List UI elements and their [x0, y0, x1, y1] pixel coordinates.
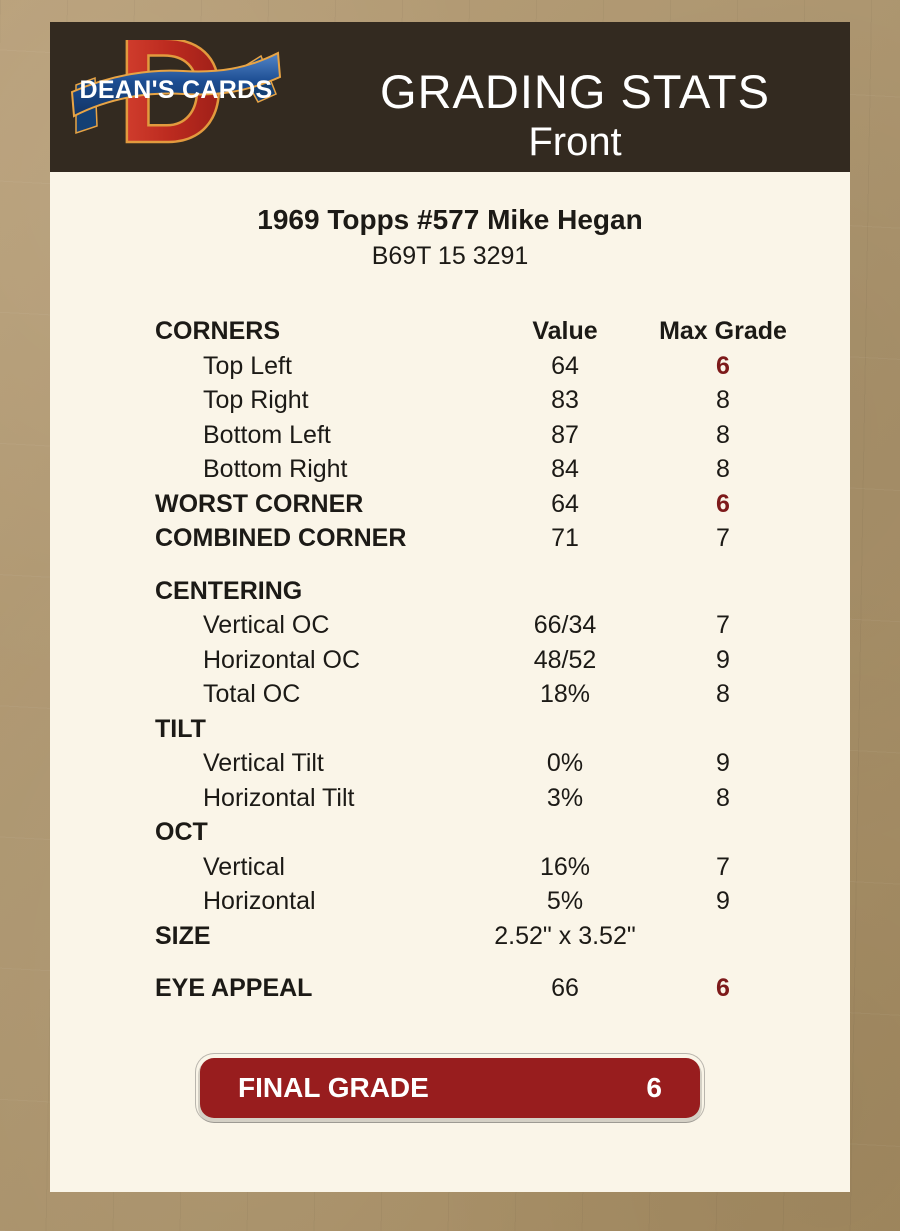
- svg-text:DEAN'S CARDS: DEAN'S CARDS: [80, 76, 273, 104]
